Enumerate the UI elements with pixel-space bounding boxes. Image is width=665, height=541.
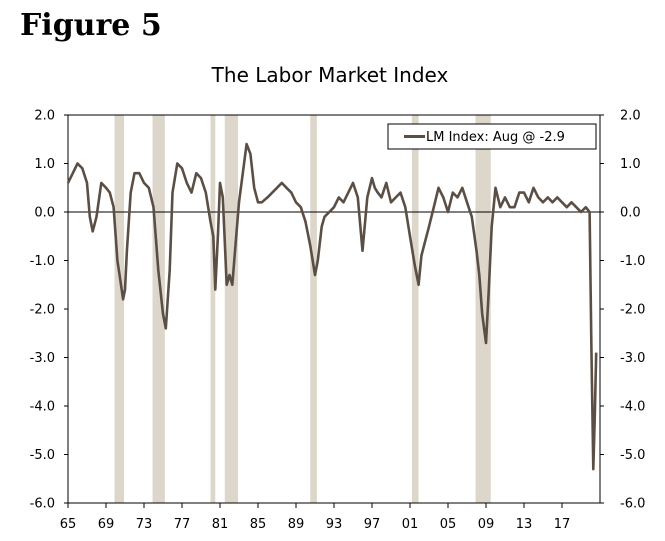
x-tick-label: 73 — [136, 517, 153, 532]
x-tick-label: 97 — [364, 517, 381, 532]
recession-band-4 — [310, 115, 317, 503]
x-tick-label: 69 — [98, 517, 115, 532]
x-tick-label: 05 — [440, 517, 457, 532]
recession-band-3 — [224, 115, 239, 503]
left-y-tick-label: -2.0 — [30, 303, 55, 318]
right-y-tick-label: -3.0 — [620, 351, 645, 366]
figure-label: Figure 5 — [20, 8, 162, 43]
legend-label: LM Index: Aug @ -2.9 — [426, 130, 565, 145]
x-tick-label: 65 — [60, 517, 77, 532]
left-y-tick-label: 2.0 — [34, 109, 55, 124]
right-y-tick-label: 2.0 — [620, 109, 641, 124]
right-y-tick-label: -6.0 — [620, 497, 645, 512]
x-tick-label: 85 — [250, 517, 267, 532]
recession-band-0 — [114, 115, 125, 503]
right-y-tick-label: -5.0 — [620, 448, 645, 463]
left-y-tick-label: 1.0 — [34, 157, 55, 172]
x-tick-label: 77 — [174, 517, 191, 532]
x-axis: 65 69 73 77 81 85 89 93 97 01 05 09 13 17 — [60, 503, 571, 532]
chart-title: The Labor Market Index — [211, 63, 449, 87]
right-y-tick-label: 1.0 — [620, 157, 641, 172]
series-line-lm-index — [66, 142, 598, 471]
right-y-tick-label: -4.0 — [620, 400, 645, 415]
right-y-tick-label: -1.0 — [620, 254, 645, 269]
right-y-tick-label: 0.0 — [620, 206, 641, 221]
recession-band-2 — [210, 115, 216, 503]
left-y-axis: 2.0 1.0 0.0 -1.0 -2.0 -3.0 -4.0 -5.0 -6.0 — [30, 109, 68, 512]
x-tick-label: 89 — [288, 517, 305, 532]
x-tick-label: 13 — [516, 517, 533, 532]
right-y-tick-label: -2.0 — [620, 303, 645, 318]
x-tick-label: 81 — [212, 517, 229, 532]
recession-band-5 — [411, 115, 419, 503]
x-tick-label: 01 — [402, 517, 419, 532]
x-tick-label: 17 — [554, 517, 571, 532]
left-y-tick-label: -5.0 — [30, 448, 55, 463]
recession-shading-group — [114, 115, 491, 503]
x-tick-label: 93 — [326, 517, 343, 532]
x-tick-label: 09 — [478, 517, 495, 532]
left-y-tick-label: -3.0 — [30, 351, 55, 366]
left-y-tick-label: -1.0 — [30, 254, 55, 269]
left-y-tick-label: -4.0 — [30, 400, 55, 415]
left-y-tick-label: 0.0 — [34, 206, 55, 221]
left-y-tick-label: -6.0 — [30, 497, 55, 512]
legend: LM Index: Aug @ -2.9 — [387, 123, 597, 150]
plot-area-frame — [67, 114, 601, 504]
right-y-axis: 2.0 1.0 0.0 -1.0 -2.0 -3.0 -4.0 -5.0 -6.0 — [600, 109, 645, 512]
